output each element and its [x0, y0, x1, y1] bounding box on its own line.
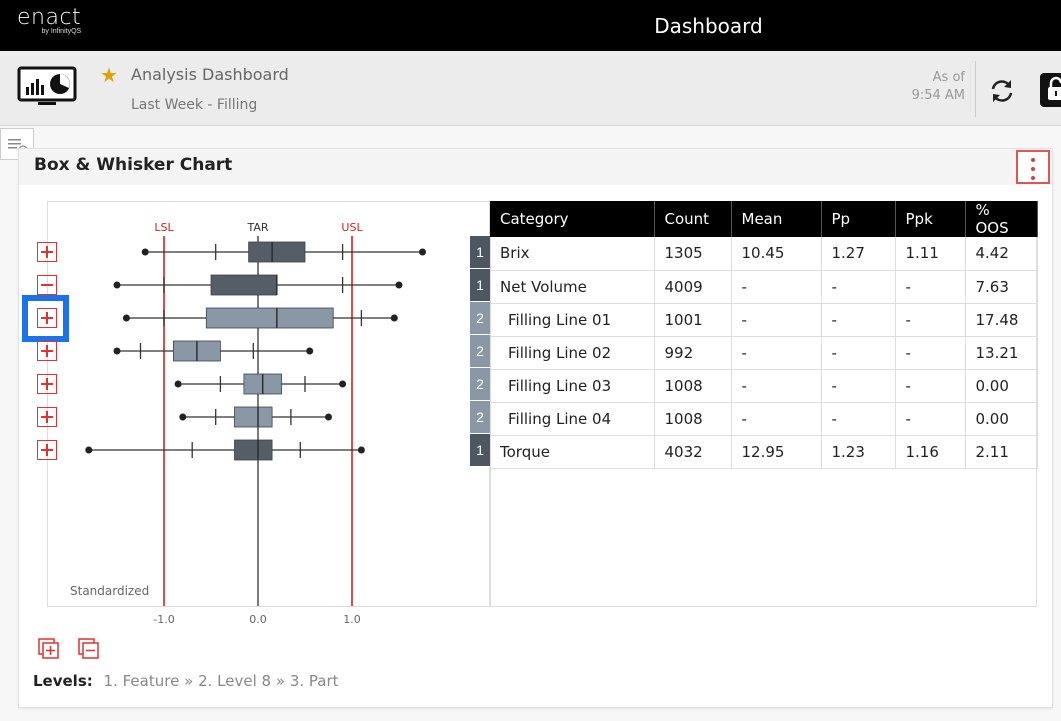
cell-count: 1008	[654, 402, 732, 436]
table-row[interactable]: Filling Line 04 1008- - -0.00	[490, 402, 1038, 436]
cell-oos: 0.00	[965, 369, 1038, 403]
cell-pp: 1.23	[821, 435, 896, 469]
levels-breadcrumb: Levels: 1. Feature » 2. Level 8 » 3. Par…	[33, 672, 339, 690]
col-header-pp[interactable]: Pp	[821, 201, 896, 237]
cell-ppk: -	[895, 402, 966, 436]
cell-mean: 10.45	[731, 237, 822, 271]
cell-category: Torque	[490, 435, 655, 469]
level-item-2[interactable]: 2. Level 8	[198, 672, 272, 690]
cell-ppk: -	[895, 303, 966, 337]
cell-category: Filling Line 02	[490, 336, 655, 370]
cell-ppk: -	[895, 336, 966, 370]
cell-category: Filling Line 01	[490, 303, 655, 337]
cell-mean: 12.95	[731, 435, 822, 469]
cell-count: 1001	[654, 303, 732, 337]
cell-pp: -	[821, 336, 896, 370]
level-indicator: 2	[470, 335, 490, 368]
cell-pp: -	[821, 402, 896, 436]
expand-row-button[interactable]	[37, 242, 57, 262]
cell-category: Filling Line 03	[490, 369, 655, 403]
panel-title: Box & Whisker Chart	[34, 155, 233, 175]
refresh-icon[interactable]	[988, 77, 1016, 105]
cell-mean: -	[731, 270, 822, 304]
table-row[interactable]: Filling Line 01 1001- - -17.48	[490, 303, 1038, 337]
level-separator: »	[275, 672, 286, 690]
cell-ppk: -	[895, 369, 966, 403]
cell-pp: 1.27	[821, 237, 896, 271]
kebab-menu-icon[interactable]	[1016, 150, 1050, 184]
selection-highlight	[22, 295, 69, 342]
as-of-timestamp: As of 9:54 AM	[911, 70, 965, 103]
dashboard-title: Analysis Dashboard	[131, 65, 289, 84]
col-header-oos[interactable]: % OOS	[965, 201, 1038, 237]
cell-oos: 13.21	[965, 336, 1038, 370]
table-row[interactable]: Filling Line 02 992- - -13.21	[490, 336, 1038, 370]
level-indicator: 2	[470, 401, 490, 434]
enact-logo: enact by InfinityQS	[17, 5, 82, 36]
monitor-chart-icon	[17, 66, 77, 105]
expand-row-button[interactable]	[37, 440, 57, 460]
levels-label: Levels:	[33, 672, 93, 690]
chart-area	[47, 201, 490, 607]
cell-ppk: 1.16	[895, 435, 966, 469]
table-row[interactable]: Brix 1305 10.45 1.27 1.11 4.42	[490, 237, 1038, 271]
cell-oos: 0.00	[965, 402, 1038, 436]
cell-mean: -	[731, 369, 822, 403]
level-indicator: 2	[470, 302, 490, 335]
top-bar: enact by InfinityQS Dashboard	[0, 0, 1061, 51]
lock-icon	[1048, 76, 1061, 100]
star-icon[interactable]: ★	[100, 65, 118, 87]
expand-row-button[interactable]	[37, 374, 57, 394]
app-title: Dashboard	[654, 14, 763, 38]
col-header-count[interactable]: Count	[654, 201, 732, 237]
lock-button[interactable]	[1040, 73, 1061, 107]
cell-oos: 17.48	[965, 303, 1038, 337]
cell-pp: -	[821, 369, 896, 403]
stats-table: Category Count Mean Pp Ppk % OOS Brix 130…	[490, 201, 1038, 469]
cell-pp: -	[821, 303, 896, 337]
col-header-category[interactable]: Category	[490, 201, 655, 237]
cell-mean: -	[731, 303, 822, 337]
divider	[975, 61, 976, 117]
cell-ppk: -	[895, 270, 966, 304]
cell-count: 1305	[654, 237, 732, 271]
table-header-row: Category Count Mean Pp Ppk % OOS	[490, 201, 1038, 237]
cell-mean: -	[731, 402, 822, 436]
dashboard-subtitle: Last Week - Filling	[131, 97, 258, 113]
expand-row-button[interactable]	[37, 308, 57, 328]
cell-pp: -	[821, 270, 896, 304]
cell-oos: 2.11	[965, 435, 1038, 469]
level-indicator: 1	[470, 269, 490, 302]
cell-oos: 4.42	[965, 237, 1038, 271]
level-indicator: 1	[470, 434, 490, 467]
panel-header: Box & Whisker Chart	[19, 149, 1052, 185]
cell-category: Filling Line 04	[490, 402, 655, 436]
scale-annotation: Standardized	[70, 584, 150, 598]
expand-all-icon[interactable]	[38, 638, 60, 660]
col-header-mean[interactable]: Mean	[731, 201, 822, 237]
cell-ppk: 1.11	[895, 237, 966, 271]
cell-mean: -	[731, 336, 822, 370]
cell-category: Net Volume	[490, 270, 655, 304]
cell-count: 992	[654, 336, 732, 370]
col-header-ppk[interactable]: Ppk	[895, 201, 966, 237]
expand-row-button[interactable]	[37, 341, 57, 361]
table-row[interactable]: Net Volume 4009- - -7.63	[490, 270, 1038, 304]
cell-count: 1008	[654, 369, 732, 403]
cell-oos: 7.63	[965, 270, 1038, 304]
level-separator: »	[184, 672, 194, 690]
level-indicator: 2	[470, 368, 490, 401]
expand-row-button[interactable]	[37, 407, 57, 427]
collapse-row-button[interactable]	[37, 275, 57, 295]
cell-count: 4009	[654, 270, 732, 304]
level-item-1[interactable]: 1. Feature	[103, 672, 180, 690]
level-indicator: 1	[470, 236, 490, 269]
table-row[interactable]: Torque 4032 12.95 1.23 1.16 2.11	[490, 435, 1038, 469]
cell-count: 4032	[654, 435, 732, 469]
dashboard-header: ★ Analysis Dashboard Last Week - Filling…	[0, 51, 1061, 126]
collapse-all-icon[interactable]	[78, 638, 100, 660]
table-row[interactable]: Filling Line 03 1008- - -0.00	[490, 369, 1038, 403]
level-item-3[interactable]: 3. Part	[289, 672, 339, 690]
cell-category: Brix	[490, 237, 655, 271]
